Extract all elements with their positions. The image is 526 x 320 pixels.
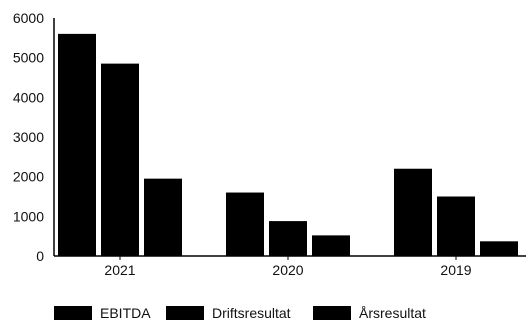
y-tick-label: 5000 [13,50,44,66]
y-tick-label: 0 [36,248,44,264]
bar-2021-0 [58,33,96,256]
legend-label: Årsresultat [359,305,426,320]
y-tick-label: 1000 [13,208,44,224]
x-tick-label: 2019 [440,262,471,278]
legend-label: Driftsresultat [212,305,291,320]
legend-swatch [166,306,204,320]
bar-2019-0 [394,168,432,256]
legend-swatch [313,306,351,320]
bar-2020-0 [226,192,264,256]
bar-2021-2 [144,178,182,256]
x-tick-label: 2021 [104,262,135,278]
bar-2021-1 [101,63,139,256]
bar-2020-2 [312,235,350,256]
legend-swatch [54,306,92,320]
x-tick-label: 2020 [272,262,303,278]
y-tick-label: 6000 [13,10,44,26]
bar-2020-1 [269,221,307,256]
y-tick-label: 3000 [13,129,44,145]
y-tick-label: 2000 [13,169,44,185]
y-tick-label: 4000 [13,89,44,105]
bar-2019-2 [480,241,518,256]
bar-2019-1 [437,196,475,256]
legend-label: EBITDA [100,305,151,320]
